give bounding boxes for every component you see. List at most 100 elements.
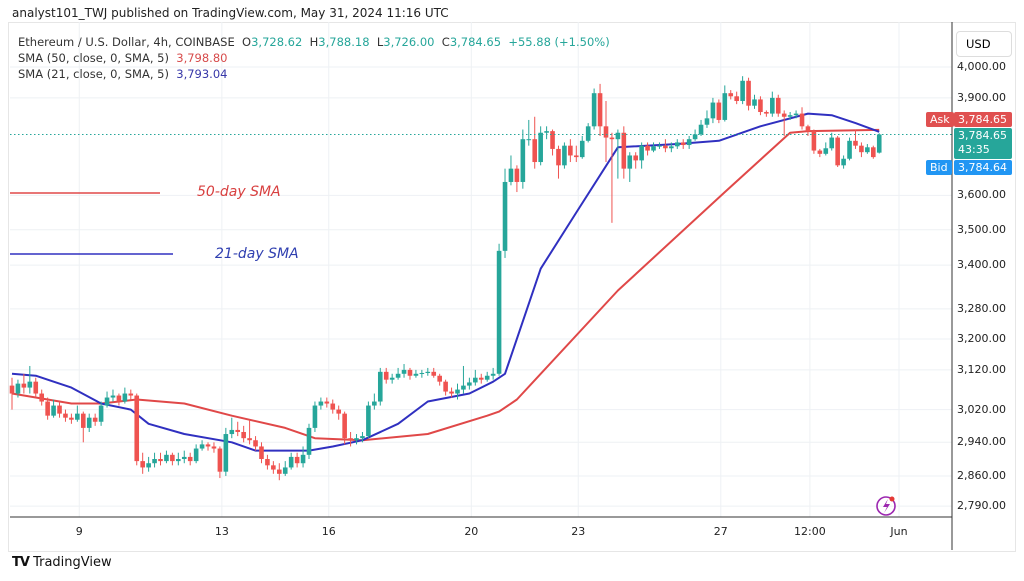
candle bbox=[152, 452, 157, 468]
candle-body bbox=[277, 469, 282, 474]
candle-body bbox=[734, 96, 739, 101]
candle-body bbox=[793, 113, 799, 116]
candle-body bbox=[508, 168, 514, 182]
candle-body bbox=[170, 454, 175, 462]
symbol-name[interactable]: Ethereum / U.S. Dollar, 4h, COINBASE bbox=[18, 35, 235, 49]
candle-body bbox=[360, 436, 365, 439]
sma50-row[interactable]: SMA (50, close, 0, SMA, 5) 3,798.80 bbox=[18, 50, 610, 66]
chart-frame bbox=[8, 22, 1016, 552]
candle-body bbox=[710, 102, 716, 119]
candle bbox=[550, 129, 555, 156]
candle-body bbox=[597, 93, 603, 127]
candle-body bbox=[443, 381, 448, 392]
candle bbox=[9, 377, 15, 410]
candle bbox=[746, 77, 751, 111]
candle-body bbox=[568, 145, 573, 156]
candle bbox=[407, 367, 413, 380]
candle-body bbox=[876, 134, 882, 153]
candle bbox=[609, 132, 615, 223]
candle bbox=[615, 129, 621, 179]
candle bbox=[793, 110, 799, 119]
close-value: 3,784.65 bbox=[449, 35, 502, 49]
lightning-icon[interactable] bbox=[876, 496, 896, 516]
candle-body bbox=[86, 417, 92, 428]
candle-body bbox=[413, 373, 419, 376]
time-tick-label: 27 bbox=[713, 525, 728, 538]
currency-button[interactable]: USD bbox=[956, 31, 1012, 57]
candle-body bbox=[829, 137, 835, 149]
candle-body bbox=[300, 454, 306, 464]
candle bbox=[45, 397, 50, 420]
open-value: 3,728.62 bbox=[251, 35, 303, 49]
time-tick-label: 12:00 bbox=[794, 525, 826, 538]
candle bbox=[223, 427, 229, 476]
price-tick-label: 3,400.00 bbox=[957, 258, 1006, 272]
sma21-annotation: 21-day SMA bbox=[215, 246, 299, 262]
candle-body bbox=[205, 444, 211, 447]
candle bbox=[847, 137, 852, 161]
candle-body bbox=[318, 401, 324, 406]
candle bbox=[775, 94, 781, 117]
candle-body bbox=[366, 405, 371, 437]
candle bbox=[425, 367, 431, 376]
candle bbox=[692, 129, 698, 141]
candle-body bbox=[33, 381, 39, 394]
price-tick-label: 3,500.00 bbox=[957, 222, 1006, 236]
candle-body bbox=[437, 375, 442, 382]
candle bbox=[734, 91, 739, 105]
candle bbox=[241, 425, 246, 443]
candle bbox=[823, 142, 829, 156]
candle bbox=[841, 155, 846, 169]
candle-body bbox=[146, 463, 151, 468]
candle-body bbox=[633, 155, 638, 161]
candle-body bbox=[431, 371, 437, 376]
candle-body bbox=[187, 456, 193, 462]
candle bbox=[253, 436, 258, 451]
candle bbox=[265, 454, 270, 470]
candle-body bbox=[579, 140, 585, 158]
candle-body bbox=[787, 115, 793, 117]
time-tick-label: 16 bbox=[321, 525, 336, 538]
bar-countdown: 43:35 bbox=[958, 143, 990, 156]
candle-body bbox=[490, 373, 496, 376]
tradingview-logo[interactable]: TV TradingView bbox=[12, 555, 112, 570]
candle-body bbox=[484, 375, 490, 380]
candle bbox=[722, 85, 728, 122]
candle bbox=[556, 145, 561, 179]
candle-body bbox=[538, 132, 543, 163]
candle bbox=[461, 365, 466, 394]
candle-body bbox=[282, 467, 288, 474]
sma21-row[interactable]: SMA (21, close, 0, SMA, 5) 3,793.04 bbox=[18, 66, 610, 82]
candle bbox=[86, 413, 92, 432]
brand-name: TradingView bbox=[33, 555, 112, 570]
candle-body bbox=[805, 126, 811, 132]
candle bbox=[193, 444, 199, 464]
candle-body bbox=[532, 139, 538, 163]
candle bbox=[110, 389, 116, 402]
candle bbox=[247, 419, 252, 445]
time-tick-label: Jun bbox=[890, 525, 908, 538]
time-tick-label: 23 bbox=[571, 525, 586, 538]
candle bbox=[579, 135, 585, 159]
candle-body bbox=[312, 405, 318, 428]
price-tick-label: 3,280.00 bbox=[957, 301, 1006, 315]
candle bbox=[377, 367, 383, 406]
candle bbox=[526, 119, 532, 146]
candle-body bbox=[80, 413, 86, 428]
candle bbox=[562, 142, 567, 169]
candle-body bbox=[526, 139, 532, 141]
candle bbox=[259, 442, 264, 464]
candle-body bbox=[69, 417, 74, 420]
candle-body bbox=[271, 465, 276, 470]
candle bbox=[229, 417, 235, 439]
candle bbox=[455, 383, 460, 400]
candle bbox=[799, 107, 805, 130]
candle-body bbox=[627, 155, 633, 169]
candle bbox=[478, 373, 484, 384]
candle bbox=[449, 387, 454, 398]
candle-body bbox=[669, 146, 674, 149]
candle bbox=[502, 168, 508, 258]
candle-body bbox=[722, 93, 728, 120]
candle bbox=[437, 373, 442, 386]
